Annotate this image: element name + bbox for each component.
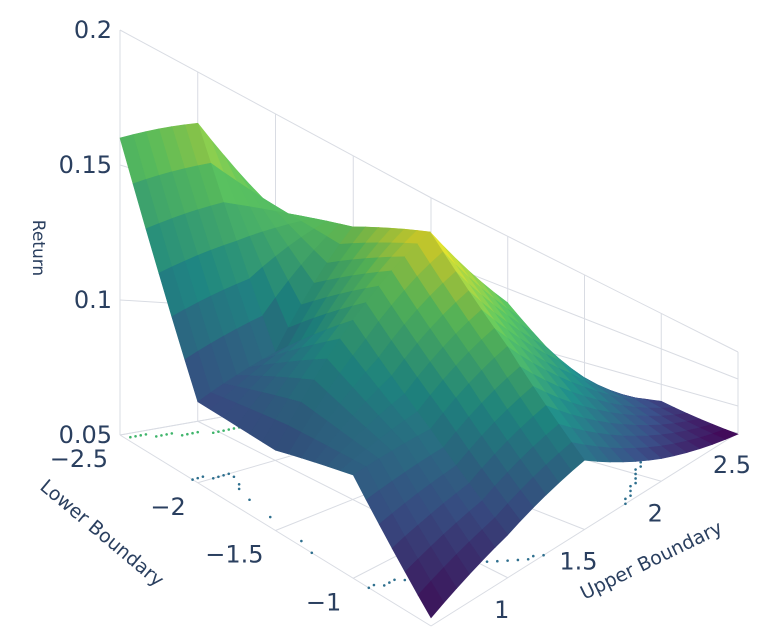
contour-point xyxy=(154,435,158,438)
contour-point xyxy=(144,433,148,436)
contour-point xyxy=(268,515,272,519)
contour-point xyxy=(388,581,391,584)
contour-point xyxy=(165,433,168,436)
contour-point xyxy=(639,460,642,464)
contour-point xyxy=(382,584,386,587)
contour-point xyxy=(629,484,632,488)
contour-point xyxy=(372,583,376,587)
contour-point xyxy=(170,432,174,435)
contour-point xyxy=(634,472,637,476)
contour-point xyxy=(624,497,627,501)
contour-point xyxy=(217,475,220,479)
lower-tick-label: −2.5 xyxy=(50,445,108,473)
contour-point xyxy=(186,432,189,436)
surface-layer xyxy=(119,122,739,619)
contour-point xyxy=(496,559,499,563)
contour-point xyxy=(211,431,215,435)
contour-point xyxy=(139,434,143,437)
contour-point xyxy=(526,557,530,561)
surface-patch xyxy=(417,580,445,619)
upper-tick-label: 2 xyxy=(648,499,663,527)
contour-point xyxy=(629,489,632,493)
contour-point xyxy=(634,481,637,485)
contour-point xyxy=(237,487,241,491)
z-tick-label: 0.1 xyxy=(74,286,112,314)
lower-tick-label: −0.5 xyxy=(361,636,419,640)
contour-point xyxy=(516,558,520,562)
upper-tick-label: 2.5 xyxy=(713,451,751,479)
contour-point xyxy=(134,434,137,438)
contour-point xyxy=(227,472,231,476)
z-tick-label: 0.15 xyxy=(59,151,112,179)
contour-point xyxy=(201,475,205,478)
contour-point xyxy=(237,482,241,486)
z-tick-label: 0.2 xyxy=(74,16,112,44)
contour-point xyxy=(248,498,251,502)
contour-point xyxy=(191,431,194,435)
contour-point xyxy=(542,553,545,557)
lower-tick-label: −1.5 xyxy=(205,541,263,569)
lower-tick-label: −1 xyxy=(306,588,341,616)
contour-point xyxy=(196,430,200,434)
contour-point xyxy=(531,554,535,558)
contour-point xyxy=(300,539,303,543)
contour-point xyxy=(217,430,220,433)
z-tick-label: 0.05 xyxy=(59,421,112,449)
lower-axis-title: Lower Boundary xyxy=(36,475,168,591)
contour-point xyxy=(191,478,194,481)
contour-point xyxy=(634,468,637,471)
contour-point xyxy=(367,586,371,590)
contour-point xyxy=(196,476,200,480)
contour-point xyxy=(639,465,642,468)
contour-point xyxy=(160,434,163,437)
contour-point xyxy=(629,494,632,497)
contour-point xyxy=(222,473,225,477)
tick-layer: 0.050.10.150.2−2.5−2−1.5−1−0.50.511.522.… xyxy=(50,16,751,640)
upper-tick-label: 1 xyxy=(494,596,509,624)
contour-point xyxy=(393,578,396,582)
contour-point xyxy=(222,429,225,432)
contour-point xyxy=(634,477,637,480)
upper-axis-title: Upper Boundary xyxy=(577,517,726,605)
contour-point xyxy=(403,578,407,582)
contour-point xyxy=(232,427,236,430)
upper-tick-label: 1.5 xyxy=(559,548,597,576)
contour-point xyxy=(227,428,231,431)
floor-gridline-upper xyxy=(119,434,432,627)
contour-point xyxy=(624,502,627,506)
contour-point xyxy=(232,475,236,479)
contour-point xyxy=(310,551,314,555)
contour-point xyxy=(211,476,215,480)
contour-point xyxy=(180,433,184,437)
lower-tick-label: −2 xyxy=(150,493,185,521)
contour-point xyxy=(506,559,509,562)
contour-point xyxy=(129,435,132,439)
z-axis-title: Return xyxy=(28,220,48,276)
contour-point xyxy=(485,560,489,563)
